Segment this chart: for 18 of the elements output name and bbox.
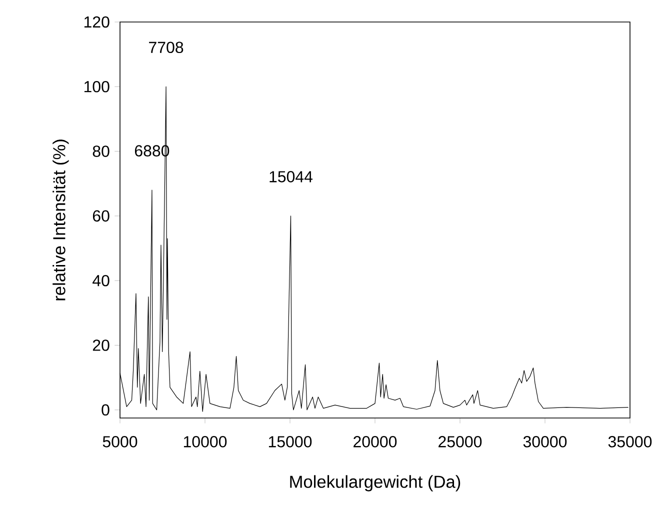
annotation: 7708 (149, 42, 184, 54)
y-tick-label: 0 (102, 404, 110, 416)
y-axis-title: relative Intensität (%) (52, 140, 69, 300)
y-tick-label: 100 (84, 80, 110, 92)
x-tick-label: 5000 (102, 436, 138, 448)
x-tick-label: 10000 (184, 436, 227, 448)
x-axis-title: Molekulargewicht (Da) (290, 475, 460, 492)
x-tick-label: 35000 (608, 436, 652, 448)
x-tick-label: 30000 (523, 436, 567, 448)
x-tick-label: 15000 (268, 436, 312, 448)
y-tick-label: 60 (92, 210, 110, 222)
annotation: 15044 (270, 171, 313, 182)
y-tick-label: 80 (92, 146, 110, 157)
y-tick-label: 20 (92, 340, 110, 351)
y-tick-label: 40 (92, 274, 110, 286)
x-tick-label: 20000 (354, 436, 397, 448)
y-tick-label: 120 (84, 16, 110, 28)
x-tick-label: 25000 (438, 436, 482, 448)
